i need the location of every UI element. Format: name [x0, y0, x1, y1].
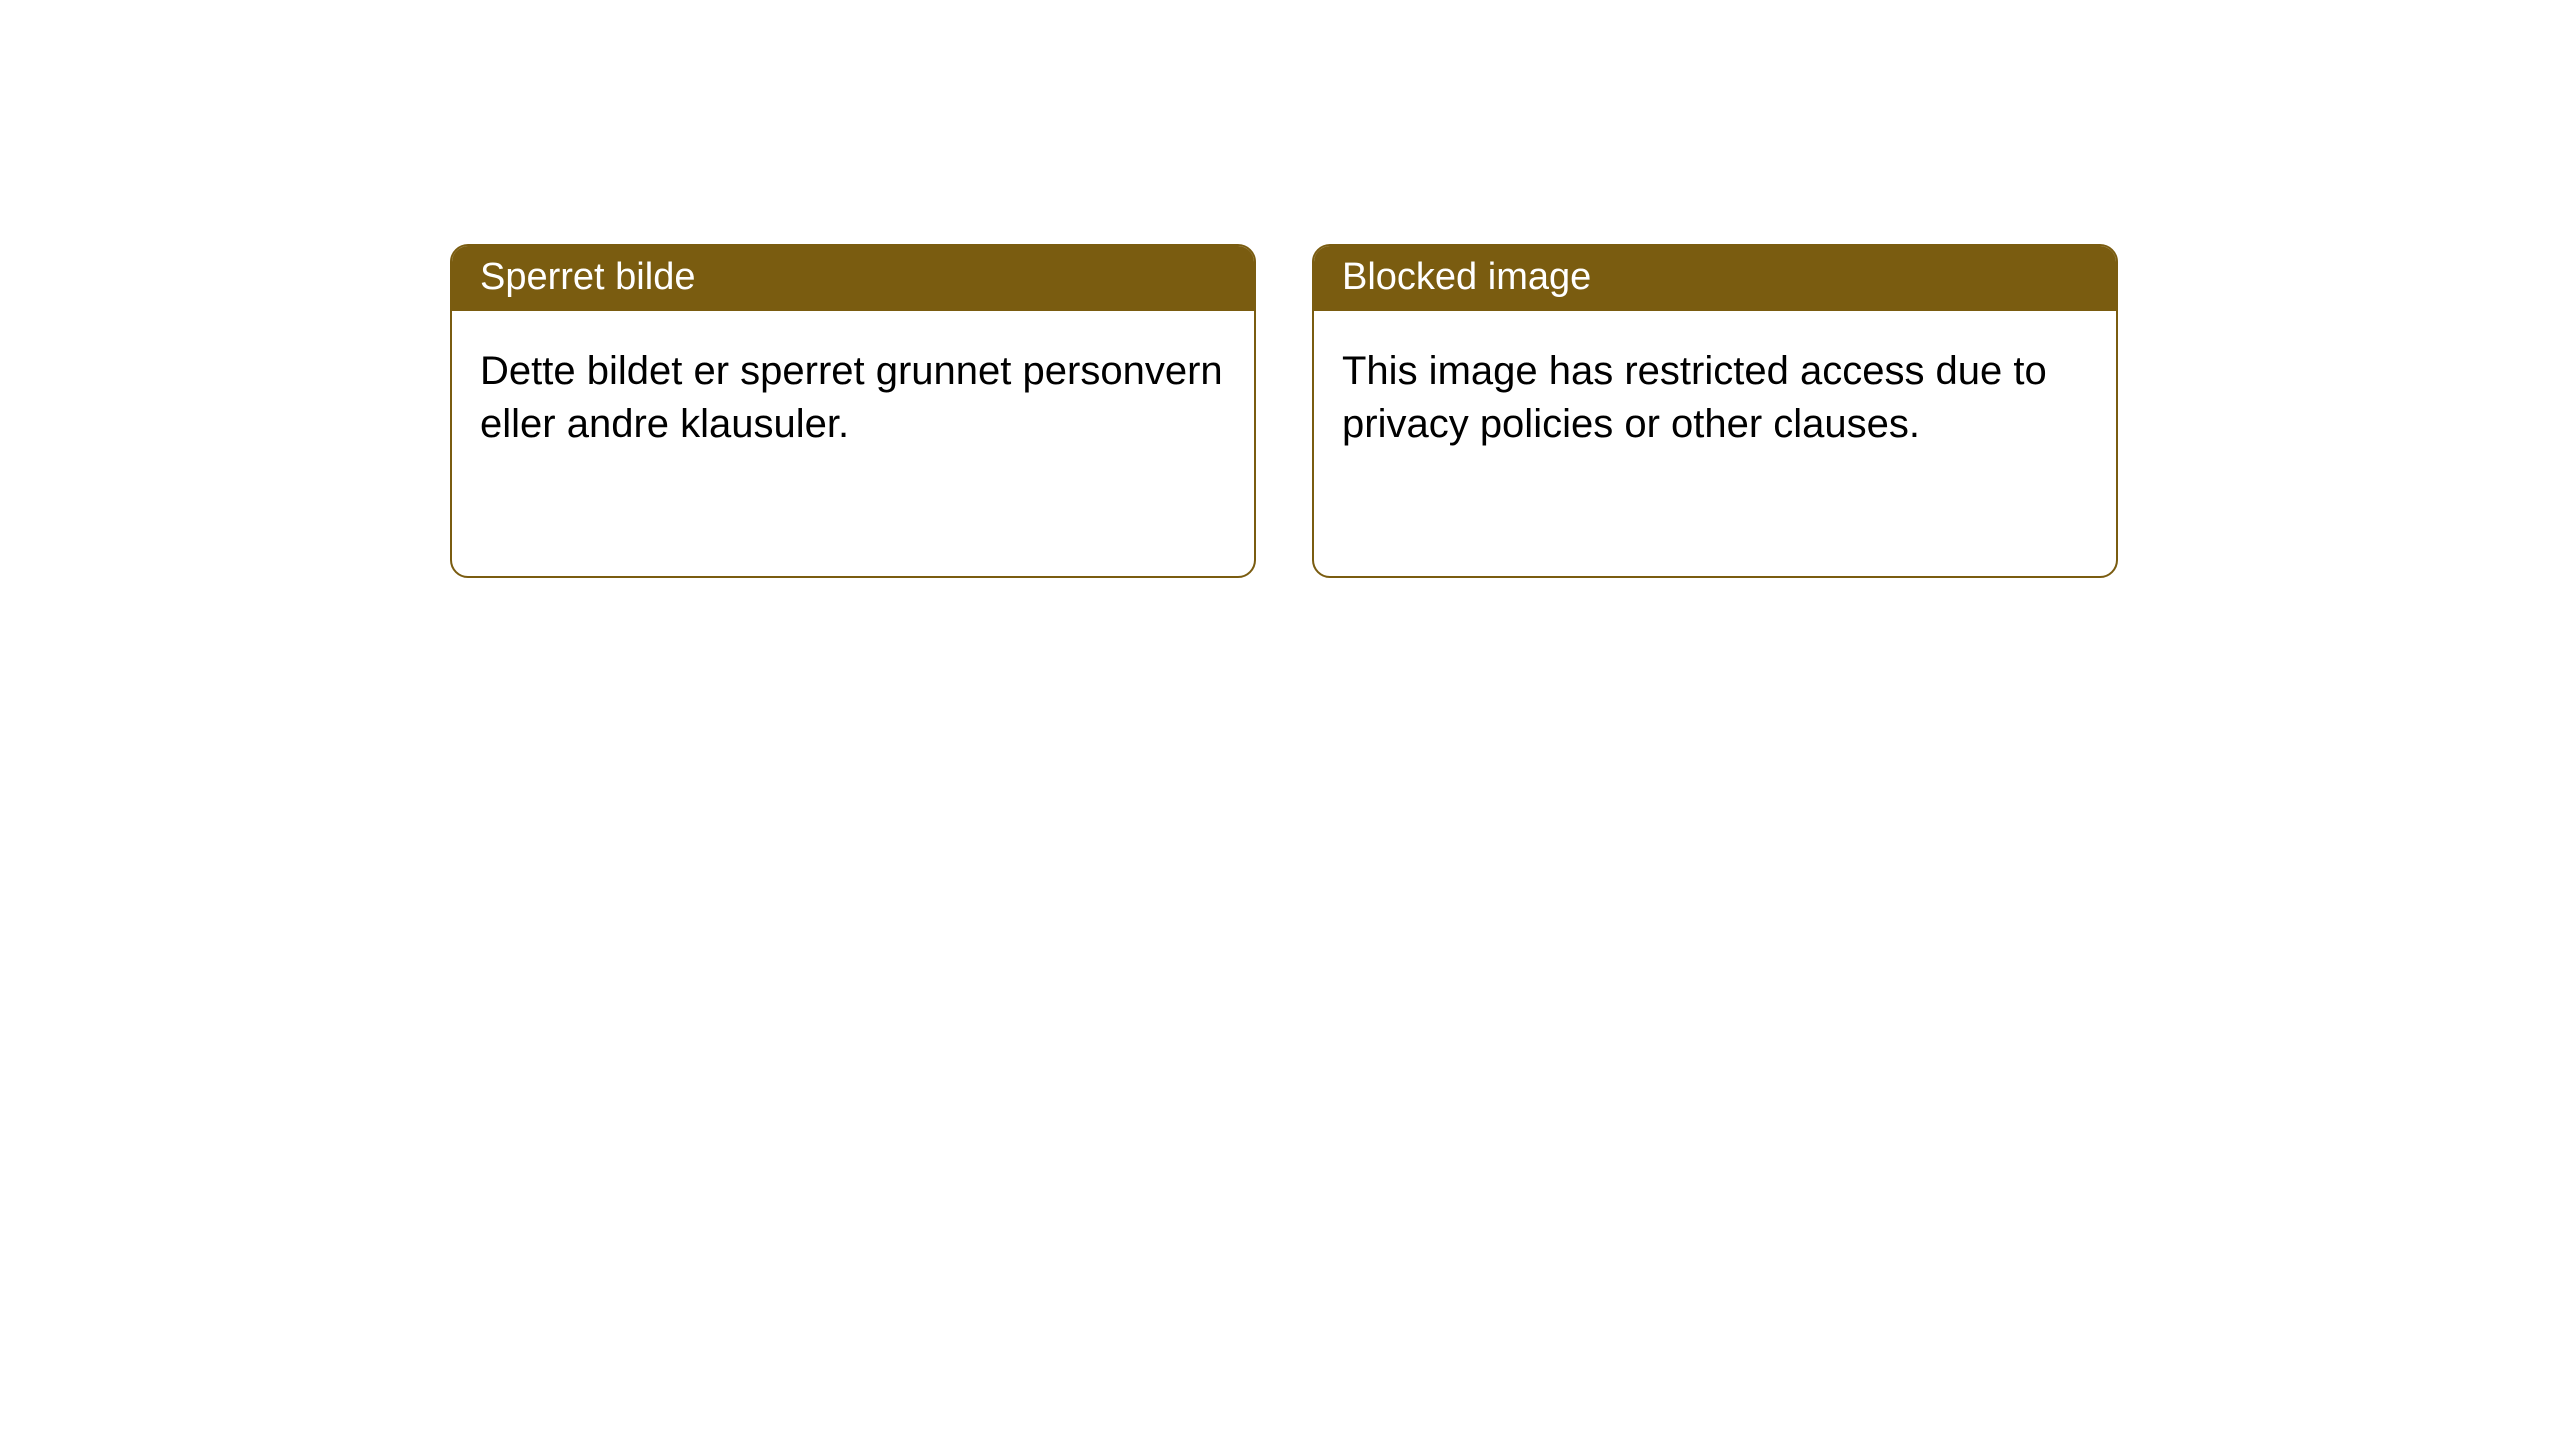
card-container: Sperret bilde Dette bildet er sperret gr… [0, 0, 2560, 578]
notice-card-en: Blocked image This image has restricted … [1312, 244, 2118, 578]
card-body: Dette bildet er sperret grunnet personve… [452, 311, 1254, 485]
card-body: This image has restricted access due to … [1314, 311, 2116, 485]
card-header: Sperret bilde [452, 246, 1254, 311]
notice-card-no: Sperret bilde Dette bildet er sperret gr… [450, 244, 1256, 578]
card-header: Blocked image [1314, 246, 2116, 311]
